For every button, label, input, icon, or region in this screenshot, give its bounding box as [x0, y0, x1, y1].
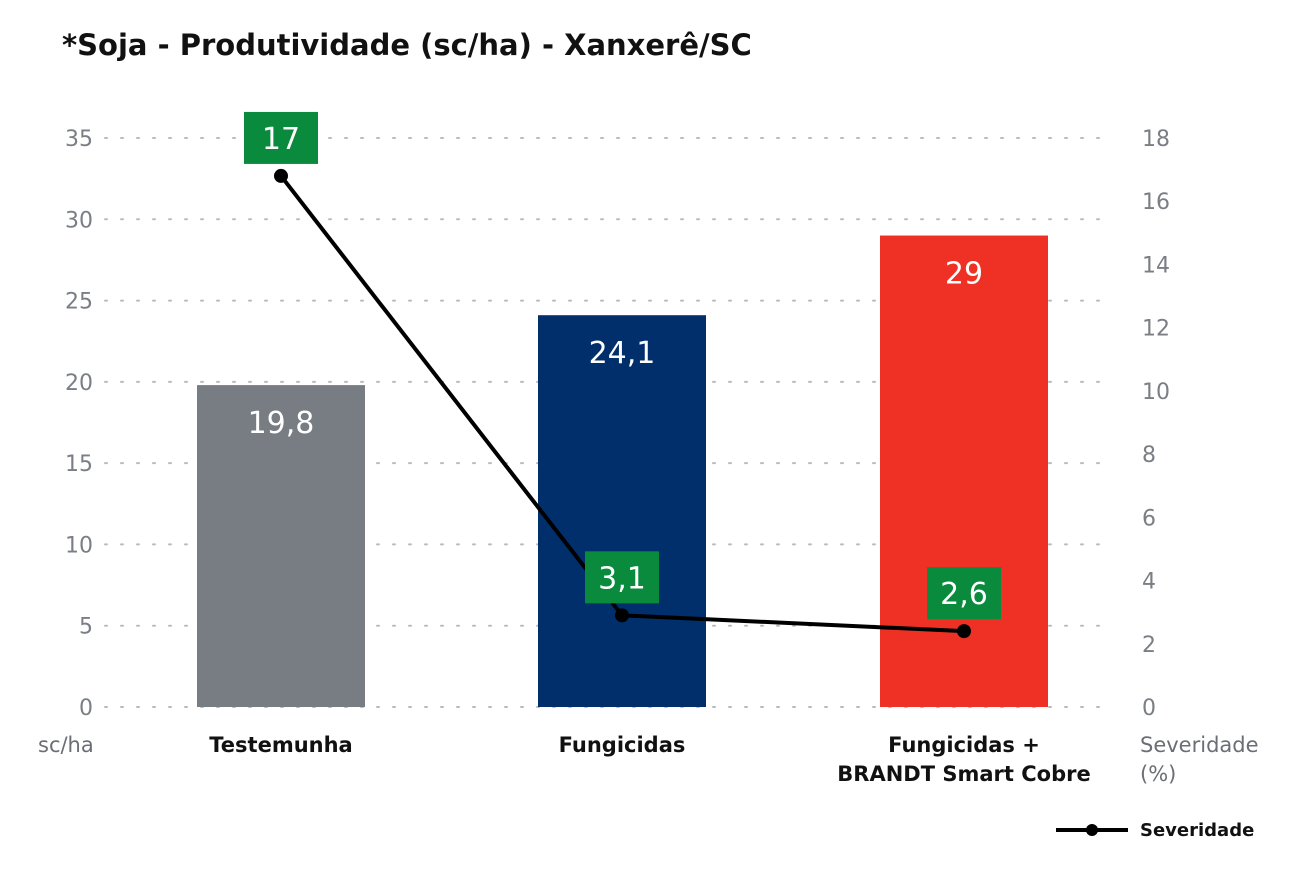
y-tick-label: 15 — [65, 452, 93, 477]
severity-point — [274, 168, 288, 183]
severity-value-label: 17 — [262, 122, 300, 157]
bar — [197, 385, 365, 707]
y-tick-label: 35 — [65, 127, 93, 152]
y2-tick-label: 18 — [1142, 127, 1170, 152]
y-tick-label: 30 — [65, 208, 93, 233]
y-tick-label: 0 — [79, 696, 93, 721]
y-tick-label: 20 — [65, 371, 93, 396]
y2-tick-label: 10 — [1142, 380, 1170, 405]
legend: Severidade — [1056, 820, 1254, 841]
y2-tick-label: 12 — [1142, 317, 1170, 342]
chart-title: *Soja - Produtividade (sc/ha) - Xanxerê/… — [62, 28, 752, 62]
y2-tick-label: 8 — [1142, 443, 1156, 468]
severity-label-box — [585, 551, 659, 604]
severity-value-label: 3,1 — [598, 561, 646, 596]
legend-marker — [1086, 824, 1098, 836]
x-category-label: Testemunha — [209, 733, 352, 757]
bars: 19,8 24,1 29 — [197, 235, 1048, 708]
x-category-label: Fungicidas + — [888, 733, 1040, 757]
y2-tick-label: 14 — [1142, 253, 1170, 278]
y2-tick-label: 2 — [1142, 633, 1156, 658]
legend-label: Severidade — [1140, 820, 1254, 841]
y-axis-left: 0 5 10 15 20 25 30 35 — [65, 127, 93, 721]
severity-point — [957, 624, 971, 639]
bar — [538, 315, 706, 707]
bar-value-label: 19,8 — [248, 406, 315, 441]
y2-tick-label: 4 — [1142, 570, 1156, 595]
y2-tick-label: 0 — [1142, 696, 1156, 721]
severity-label-box — [244, 111, 318, 164]
severity-line: 17 3,1 2,6 — [244, 111, 1001, 639]
y-axis-label: sc/ha — [38, 733, 94, 757]
y2-label-line: (%) — [1140, 762, 1176, 786]
severity-point — [615, 608, 629, 623]
x-axis: Testemunha Fungicidas Fungicidas + BRANDT S… — [209, 733, 1090, 786]
y-tick-label: 5 — [79, 615, 93, 640]
bar-value-label: 29 — [945, 257, 983, 292]
y-tick-label: 10 — [65, 533, 93, 558]
y2-label-line: Severidade — [1140, 733, 1259, 757]
bar-value-label: 24,1 — [589, 336, 656, 371]
severity-value-label: 2,6 — [940, 577, 988, 612]
severity-label-box — [927, 567, 1001, 620]
y-tick-label: 25 — [65, 290, 93, 315]
y2-tick-label: 16 — [1142, 190, 1170, 215]
y2-axis-label: Severidade (%) — [1140, 733, 1259, 786]
x-category-label: BRANDT Smart Cobre — [837, 762, 1090, 786]
y-axis-right: 0 2 4 6 8 10 12 14 16 18 — [1142, 127, 1170, 721]
y2-tick-label: 6 — [1142, 506, 1156, 531]
x-category-label: Fungicidas — [559, 733, 686, 757]
